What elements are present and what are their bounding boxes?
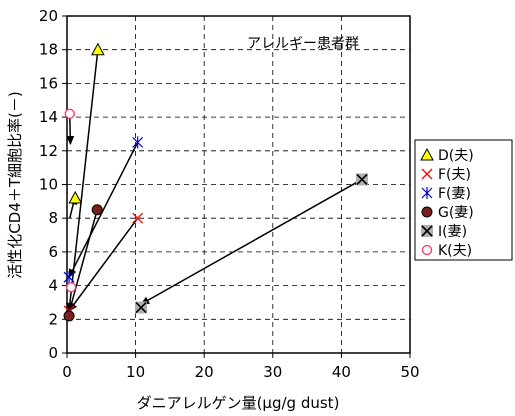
arrow <box>140 178 363 305</box>
legend-entry: I(妻) <box>438 224 467 240</box>
legend-entry: K(夫) <box>438 243 472 259</box>
x-tick-label: 20 <box>195 363 214 381</box>
data-point <box>355 173 368 186</box>
arrow <box>67 209 98 314</box>
data-point <box>63 271 75 284</box>
legend-entry: D(夫) <box>438 148 474 164</box>
x-tick-label: 0 <box>62 363 72 381</box>
x-tick-label: 50 <box>400 363 419 381</box>
data-point <box>135 301 148 314</box>
legend: D(夫) F(夫) F(妻) G(妻) I(妻) K(夫) <box>414 139 513 261</box>
x-axis-ticks: 0 10 20 30 40 50 <box>62 353 420 381</box>
arrow <box>68 217 139 312</box>
data-point <box>68 190 83 204</box>
x-tick-label: 30 <box>263 363 282 381</box>
chart-title: アレルギー患者群 <box>247 36 359 52</box>
legend-marker <box>421 244 433 256</box>
data-point <box>91 42 105 56</box>
y-tick-label: 12 <box>39 142 58 160</box>
legend-marker <box>421 168 433 180</box>
arrows <box>65 49 363 314</box>
data-point <box>65 282 77 293</box>
y-tick-label: 16 <box>39 74 58 92</box>
data-points <box>63 42 368 322</box>
x-tick-label: 40 <box>332 363 351 381</box>
arrow <box>68 142 139 279</box>
legend-entry: F(妻) <box>438 186 471 202</box>
data-point <box>132 212 144 224</box>
legend-box <box>414 139 513 261</box>
y-tick-label: 6 <box>48 243 58 261</box>
legend-marker <box>421 225 433 237</box>
x-axis-label: ダニアレルゲン量(μg/g dust) <box>137 394 340 412</box>
data-point <box>132 136 144 149</box>
y-tick-label: 4 <box>48 277 58 295</box>
x-tick-label: 10 <box>126 363 145 381</box>
legend-marker <box>420 147 434 161</box>
legend-marker <box>421 206 433 218</box>
y-tick-label: 20 <box>39 7 58 25</box>
y-axis-label: 活性化CD4＋T細胞比率(－) <box>6 91 24 278</box>
gridlines <box>67 16 410 353</box>
y-tick-label: 8 <box>48 209 58 227</box>
legend-entry: F(夫) <box>438 167 471 183</box>
y-axis-ticks: 0 2 4 6 8 10 12 14 16 18 20 <box>39 7 67 362</box>
y-tick-label: 10 <box>39 176 58 194</box>
legend-marker <box>421 187 433 199</box>
data-point <box>63 310 75 322</box>
data-point <box>64 108 75 119</box>
data-point <box>91 204 103 216</box>
y-tick-label: 18 <box>39 41 58 59</box>
y-tick-label: 0 <box>48 344 58 362</box>
y-tick-label: 14 <box>39 108 58 126</box>
y-tick-label: 2 <box>48 310 58 328</box>
legend-entry: G(妻) <box>438 205 474 221</box>
